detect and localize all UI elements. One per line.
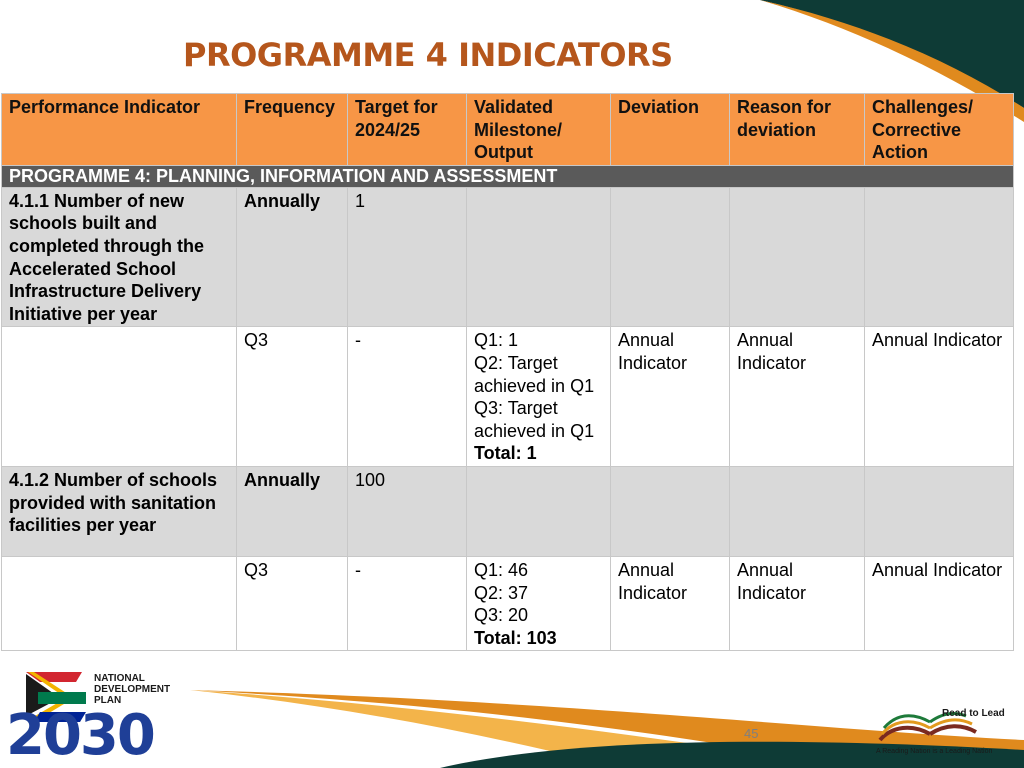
slide-title: PROGRAMME 4 INDICATORS xyxy=(183,36,673,74)
flag-emblem xyxy=(26,672,86,722)
deviation-cell xyxy=(610,186,730,328)
header-cell: Validated Milestone/ Output xyxy=(466,93,611,166)
indicator-cell xyxy=(1,555,237,652)
ndp-year: 2030 xyxy=(6,703,154,759)
rtl-title: Read to Lead xyxy=(942,708,1005,719)
table-row: Q3 - Q1: 1 Q2: Target achieved in Q1 Q3:… xyxy=(1,326,1014,467)
milestone-total: Total: 103 xyxy=(474,627,557,648)
milestone-line: Q1: 46 xyxy=(474,559,529,580)
milestone-cell xyxy=(466,465,611,557)
challenges-cell xyxy=(864,186,1014,328)
header-cell: Target for 2024/25 xyxy=(347,93,467,166)
target-cell: 1 xyxy=(347,186,467,328)
milestone-total: Total: 1 xyxy=(474,443,537,464)
challenges-cell xyxy=(864,465,1014,557)
indicator-cell xyxy=(1,326,237,467)
header-cell: Performance Indicator xyxy=(1,93,237,166)
section-row: PROGRAMME 4: PLANNING, INFORMATION AND A… xyxy=(1,164,1014,188)
milestone-line: Q3: Target achieved in Q1 xyxy=(474,398,595,441)
header-cell: Frequency xyxy=(236,93,348,166)
indicators-table: Performance Indicator Frequency Target f… xyxy=(1,93,1014,652)
milestone-line: Q1: 1 xyxy=(474,330,519,351)
challenges-cell: Annual Indicator xyxy=(864,555,1014,652)
book-icon xyxy=(878,712,977,742)
reason-cell xyxy=(729,465,865,557)
reason-cell: Annual Indicator xyxy=(729,326,865,467)
table-row: Q3 - Q1: 46 Q2: 37 Q3: 20 Total: 103 Ann… xyxy=(1,555,1014,652)
table-row: 4.1.1 Number of new schools built and co… xyxy=(1,186,1014,328)
deviation-cell: Annual Indicator xyxy=(610,555,730,652)
top-green-swoosh xyxy=(760,0,1024,108)
reason-cell: Annual Indicator xyxy=(729,555,865,652)
rtl-tagline: A Reading Nation is a Leading Nation xyxy=(876,748,992,755)
header-cell: Deviation xyxy=(610,93,730,166)
section-title: PROGRAMME 4: PLANNING, INFORMATION AND A… xyxy=(1,164,1014,188)
header-cell: Challenges/ Corrective Action xyxy=(864,93,1014,166)
indicator-cell: 4.1.1 Number of new schools built and co… xyxy=(1,186,237,328)
target-cell: - xyxy=(347,326,467,467)
challenges-cell: Annual Indicator xyxy=(864,326,1014,467)
ndp-line1: NATIONAL xyxy=(94,673,145,684)
frequency-cell: Q3 xyxy=(236,326,348,467)
milestone-line: Q2: Target achieved in Q1 xyxy=(474,352,595,396)
milestone-line: Q2: 37 xyxy=(474,582,529,603)
frequency-cell: Q3 xyxy=(236,555,348,652)
reason-cell xyxy=(729,186,865,328)
table-row: 4.1.2 Number of schools provided with sa… xyxy=(1,465,1014,557)
indicator-cell: 4.1.2 Number of schools provided with sa… xyxy=(1,465,237,557)
table-header-row: Performance Indicator Frequency Target f… xyxy=(1,93,1014,166)
deviation-cell xyxy=(610,465,730,557)
milestone-cell xyxy=(466,186,611,328)
page-number: 45 xyxy=(744,726,759,741)
frequency-cell: Annually xyxy=(236,186,348,328)
ndp-line3: PLAN xyxy=(94,695,121,706)
header-cell: Reason for deviation xyxy=(729,93,865,166)
milestone-line: Q3: 20 xyxy=(474,605,529,626)
milestone-cell: Q1: 1 Q2: Target achieved in Q1 Q3: Targ… xyxy=(466,326,611,467)
target-cell: 100 xyxy=(347,465,467,557)
milestone-cell: Q1: 46 Q2: 37 Q3: 20 Total: 103 xyxy=(466,555,611,652)
read-to-lead-logo: Read to Lead A Reading Nation is a Leadi… xyxy=(876,708,1005,755)
ndp-line2: DEVELOPMENT xyxy=(94,684,170,695)
deviation-cell: Annual Indicator xyxy=(610,326,730,467)
frequency-cell: Annually xyxy=(236,465,348,557)
bottom-green-swoosh xyxy=(440,741,1024,768)
target-cell: - xyxy=(347,555,467,652)
ndp-2030-logo: NATIONAL DEVELOPMENT PLAN 2030 xyxy=(6,672,170,759)
